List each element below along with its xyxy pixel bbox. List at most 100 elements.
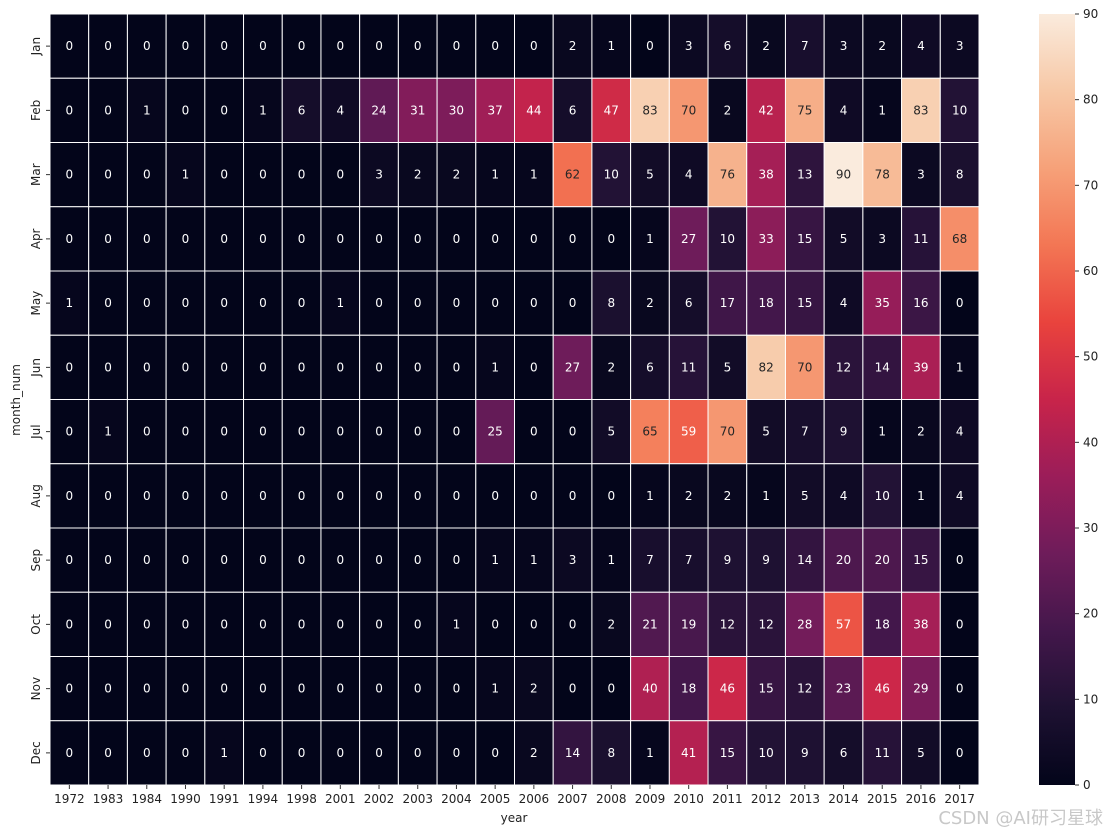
heatmap-cell: [397, 591, 438, 657]
cell-value-label: 9: [840, 425, 848, 439]
cell-value-label: 1: [762, 489, 770, 503]
cell-value-label: 0: [66, 232, 74, 246]
heatmap-cell: [746, 334, 786, 400]
heatmap-cell: [514, 142, 554, 208]
cell-value-label: 0: [414, 553, 422, 567]
heatmap-cell: [901, 13, 941, 79]
cell-value-label: 0: [182, 232, 190, 246]
cell-value-label: 0: [375, 425, 383, 439]
y-tick-label: Apr: [29, 228, 43, 249]
heatmap-cell: [823, 591, 864, 657]
heatmap-cell: [630, 206, 670, 272]
cell-value-label: 90: [836, 168, 851, 182]
x-axis-label: year: [501, 811, 528, 825]
cell-value-label: 8: [607, 296, 615, 310]
cell-value-label: 0: [66, 168, 74, 182]
heatmap-cell: [514, 591, 554, 657]
heatmap-cells: [49, 13, 980, 786]
cell-value-label: 0: [336, 425, 344, 439]
cell-value-label: 0: [143, 489, 151, 503]
cell-value-label: 1: [336, 296, 344, 310]
heatmap-cell: [281, 334, 322, 400]
cell-value-label: 6: [298, 103, 306, 117]
cell-value-label: 1: [607, 553, 615, 567]
heatmap-cell: [901, 591, 941, 657]
cell-value-label: 76: [720, 168, 735, 182]
cell-value-label: 0: [569, 489, 577, 503]
cell-value-label: 0: [104, 682, 112, 696]
colorbar-tick-label: 0: [1083, 778, 1091, 792]
cell-value-label: 0: [66, 553, 74, 567]
heatmap-cell: [436, 142, 477, 208]
x-tick-label: 2009: [635, 792, 666, 806]
heatmap-cell: [707, 13, 748, 79]
cell-value-label: 0: [259, 746, 267, 760]
heatmap-cell: [668, 270, 709, 336]
heatmap-cell: [707, 142, 748, 208]
heatmap-cell: [901, 334, 941, 400]
x-tick-label: 2017: [944, 792, 975, 806]
cell-value-label: 5: [646, 168, 654, 182]
heatmap-cell: [823, 13, 864, 79]
heatmap-cell: [939, 334, 980, 400]
cell-value-label: 29: [913, 682, 928, 696]
cell-value-label: 6: [646, 360, 654, 374]
cell-value-label: 46: [720, 682, 735, 696]
cell-value-label: 7: [801, 39, 809, 53]
cell-value-label: 0: [956, 553, 964, 567]
cell-value-label: 27: [565, 360, 580, 374]
cell-value-label: 3: [840, 39, 848, 53]
heatmap-cell: [862, 270, 903, 336]
heatmap-cell: [320, 334, 361, 400]
colorbar-ticks: 0 10 20 30 40 50 60 70 80 90: [1075, 7, 1098, 792]
cell-value-label: 1: [220, 746, 228, 760]
heatmap-cell: [88, 334, 128, 400]
cell-value-label: 27: [681, 232, 696, 246]
cell-value-label: 0: [569, 682, 577, 696]
y-axis-ticks: Jan Feb Mar Apr May Jun Jul Aug Sep Oct Nov Dec: [29, 37, 50, 764]
heatmap-cell: [630, 13, 670, 79]
cell-value-label: 0: [298, 425, 306, 439]
heatmap-cell: [126, 77, 167, 143]
heatmap-cell: [49, 399, 90, 465]
cell-value-label: 4: [956, 425, 964, 439]
cell-value-label: 0: [143, 360, 151, 374]
heatmap-cell: [49, 13, 90, 79]
cell-value-label: 1: [530, 168, 538, 182]
cell-value-label: 2: [878, 39, 886, 53]
cell-value-label: 15: [913, 553, 928, 567]
cell-value-label: 0: [143, 553, 151, 567]
cell-value-label: 1: [956, 360, 964, 374]
heatmap-cell: [165, 334, 206, 400]
heatmap-cell: [862, 77, 903, 143]
x-tick-label: 2010: [673, 792, 704, 806]
cell-value-label: 8: [956, 168, 964, 182]
cell-value-label: 41: [681, 746, 696, 760]
cell-value-label: 0: [414, 425, 422, 439]
cell-value-label: 0: [336, 39, 344, 53]
heatmap-cell: [707, 334, 748, 400]
cell-value-label: 3: [917, 168, 925, 182]
heatmap-cell: [243, 142, 283, 208]
cell-value-label: 0: [453, 682, 461, 696]
cell-value-label: 4: [840, 296, 848, 310]
heatmap-cell: [49, 142, 90, 208]
cell-value-label: 0: [259, 360, 267, 374]
x-tick-label: 2012: [751, 792, 782, 806]
heatmap-cell: [204, 142, 245, 208]
heatmap-cell: [165, 270, 206, 336]
cell-value-label: 62: [565, 168, 580, 182]
heatmap-cell: [126, 206, 167, 272]
cell-value-label: 3: [375, 168, 383, 182]
cell-value-label: 0: [491, 232, 499, 246]
heatmap-cell: [939, 656, 980, 722]
cell-value-label: 1: [646, 232, 654, 246]
cell-value-label: 0: [220, 296, 228, 310]
cell-value-label: 0: [104, 103, 112, 117]
cell-value-label: 2: [453, 168, 461, 182]
heatmap-cell: [204, 77, 245, 143]
heatmap-cell: [243, 13, 283, 79]
cell-value-label: 0: [143, 682, 151, 696]
heatmap-cell: [475, 591, 515, 657]
cell-value-label: 2: [607, 617, 615, 631]
